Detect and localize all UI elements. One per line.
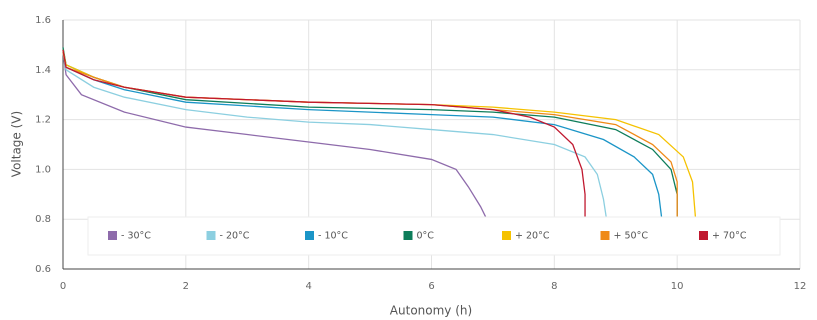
y-tick-label: 1.0 [35, 164, 51, 175]
x-axis-label: Autonomy (h) [390, 304, 472, 318]
y-tick-label: 1.6 [35, 15, 51, 26]
legend-swatch [502, 231, 511, 240]
x-tick-label: 2 [183, 281, 189, 292]
legend-label: - 20°C [220, 231, 250, 242]
x-tick-label: 8 [551, 281, 557, 292]
y-tick-label: 1.4 [35, 65, 51, 76]
legend-swatch [403, 231, 413, 240]
legend-swatch [305, 231, 314, 240]
x-tick-label: 12 [794, 281, 807, 292]
x-tick-label: 6 [428, 281, 434, 292]
x-tick-label: 10 [671, 281, 684, 292]
legend-label: + 70°C [712, 231, 747, 242]
x-tick-label: 4 [305, 281, 311, 292]
series-line [62, 49, 663, 220]
legend-label: - 10°C [318, 231, 348, 242]
legend-label: + 20°C [515, 231, 550, 242]
legend-swatch [699, 231, 708, 240]
y-axis-label: Voltage (V) [10, 111, 24, 177]
series-line [62, 49, 586, 220]
series-line [62, 49, 697, 220]
legend-label: - 30°C [121, 231, 151, 242]
legend-swatch [108, 231, 117, 240]
series-line [62, 52, 608, 220]
y-tick-label: 0.8 [35, 214, 51, 225]
x-tick-label: 0 [60, 281, 66, 292]
series-line [62, 52, 488, 220]
legend-label: + 50°C [614, 231, 649, 242]
y-tick-label: 0.6 [35, 264, 51, 275]
legend-swatch [206, 231, 216, 240]
legend-box [87, 216, 781, 256]
y-tick-label: 1.2 [35, 115, 51, 126]
legend-swatch [600, 231, 610, 240]
legend-label: 0°C [417, 231, 435, 242]
